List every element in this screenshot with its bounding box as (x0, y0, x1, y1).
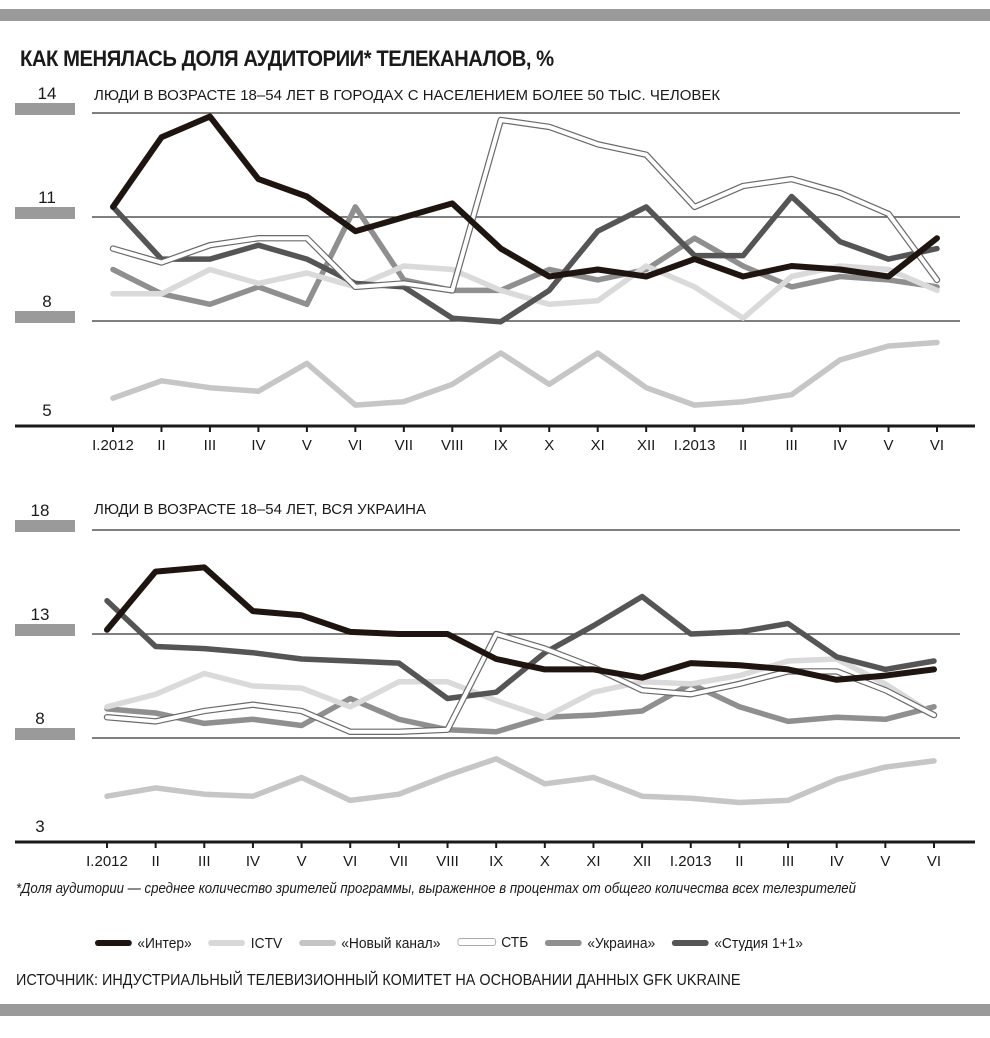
chart-1-series-line-4 (111, 118, 939, 293)
legend-label-ictv: ICTV (250, 934, 283, 952)
chart-1-x-tick-label: V (302, 437, 312, 454)
chart-1-x-tick-label: XI (591, 437, 605, 454)
chart-2-y-tick-label: 8 (35, 709, 44, 728)
chart-2-x-tick-label: VIII (436, 853, 459, 870)
legend-swatch-stb (457, 938, 496, 946)
legend-item-inter: «Интер» (95, 935, 192, 952)
chart-1-series-line-5 (110, 113, 940, 280)
chart-1-x-tick-label: II (739, 437, 747, 454)
chart-1-y-tick-label: 8 (42, 292, 51, 311)
legend-item-novyi-kanal: «Новый канал» (298, 934, 441, 952)
chart-1-x-tick-label: X (544, 437, 554, 454)
chart-1-x-tick-label: VI (930, 437, 944, 454)
legend-label-stb: СТБ (501, 933, 529, 951)
source-note: ИСТОЧНИК: ИНДУСТРИАЛЬНЫЙ ТЕЛЕВИЗИОННЫЙ К… (16, 972, 741, 989)
chart-2-series-line-0 (104, 756, 937, 806)
chart-2-y-tick-label: 13 (31, 605, 50, 624)
chart-1-y-tick-label: 5 (42, 401, 51, 420)
chart-2-x-tick-label: XII (633, 853, 651, 870)
chart-1-x-tick-label: IV (833, 437, 847, 454)
legend-swatch-inter (95, 940, 132, 946)
chart-2-series-line-2 (104, 656, 937, 720)
chart-2-x-tick-label: I.2013 (670, 853, 712, 870)
legend-label-inter: «Интер» (137, 934, 192, 952)
chart-2-x-tick-label: IV (246, 853, 260, 870)
chart-1-x-tick-label: VII (395, 437, 413, 454)
chart-1-x-tick-label: III (204, 437, 217, 454)
legend-item-ictv: ICTV (208, 935, 282, 952)
chart-1-x-tick-label: II (157, 437, 165, 454)
chart-2-tick-badge-1 (15, 520, 75, 532)
chart-2-y-tick-label: 18 (31, 501, 50, 520)
chart-2-x-tick-label: X (540, 853, 550, 870)
footnote: *Доля аудитории — среднее количество зри… (16, 880, 857, 897)
chart-1-x-tick-label: VIII (441, 437, 464, 454)
chart-2-x-tick-label: XI (586, 853, 600, 870)
chart-1-y-tick-label: 11 (38, 188, 56, 207)
chart-1-x-tick-label: XII (637, 437, 655, 454)
chart-2-x-tick-label: IV (830, 853, 844, 870)
chart-1-series-line-1 (110, 204, 940, 308)
legend: «Интер» ICTV «Новый канал» СТБ «Украина»… (95, 933, 816, 953)
chart-1-x-tick-label: I.2012 (92, 437, 134, 454)
chart-2-x-tick-label: II (735, 853, 743, 870)
legend-label-ukraina: «Украина» (587, 934, 656, 952)
chart-2-series-line-3 (104, 593, 937, 702)
legend-label-novyi-kanal: «Новый канал» (341, 934, 441, 952)
page-title: КАК МЕНЯЛАСЬ ДОЛЯ АУДИТОРИИ* ТЕЛЕКАНАЛОВ… (20, 46, 554, 71)
chart-2-x-tick-label: V (297, 853, 307, 870)
chart-1-series-line-3 (110, 193, 940, 325)
chart-1-x-tick-label: IX (494, 437, 508, 454)
chart-2-x-tick-label: VII (390, 853, 408, 870)
chart-2-x-tick-label: VI (927, 853, 941, 870)
chart-2-x-tick-label: III (782, 853, 795, 870)
chart-2-tick-badge-2 (15, 624, 75, 636)
legend-swatch-ukraina (544, 940, 582, 946)
chart-1-series-line-2 (110, 263, 940, 321)
chart-1-y-tick-label: 14 (38, 84, 57, 103)
chart-1-x-tick-label: V (884, 437, 894, 454)
chart-2-x-tick-label: V (880, 853, 890, 870)
legend-item-stb: СТБ (457, 934, 528, 951)
chart-1-subtitle: ЛЮДИ В ВОЗРАСТЕ 18–54 ЛЕТ В ГОРОДАХ С НА… (94, 87, 720, 104)
chart-1-tick-badge-3 (15, 311, 75, 323)
chart-1-x-tick-label: IV (251, 437, 265, 454)
chart-1-x-tick-label: I.2013 (674, 437, 716, 454)
chart-1-x-tick-label: III (785, 437, 798, 454)
chart-2-x-tick-label: I.2012 (86, 853, 128, 870)
chart-1-tick-badge-1 (15, 103, 75, 115)
legend-swatch-ictv (208, 940, 246, 946)
top-border-bar (0, 9, 990, 21)
legend-swatch-novyi-kanal (298, 940, 336, 946)
legend-label-studio-1plus1: «Студия 1+1» (714, 934, 803, 952)
chart-2-series-line-1 (104, 681, 937, 735)
legend-item-ukraina: «Украина» (544, 934, 656, 952)
legend-item-studio-1plus1: «Студия 1+1» (671, 934, 803, 952)
chart-1-tick-badge-2 (15, 207, 75, 219)
chart-2-x-tick-label: III (198, 853, 211, 870)
chart-2-y-tick-label: 3 (35, 817, 44, 836)
chart-2-subtitle: ЛЮДИ В ВОЗРАСТЕ 18–54 ЛЕТ, ВСЯ УКРАИНА (94, 501, 426, 518)
chart-2-x-tick-label: IX (489, 853, 503, 870)
chart-1-series-line-0 (110, 339, 940, 408)
chart-2-x-tick-label: VI (343, 853, 357, 870)
legend-swatch-studio-1plus1 (671, 940, 709, 946)
chart-2-tick-badge-3 (15, 728, 75, 740)
chart-2-series-line-5 (104, 564, 937, 683)
bottom-border-bar (0, 1004, 990, 1016)
chart-1-x-tick-label: VI (348, 437, 362, 454)
chart-2-x-tick-label: II (151, 853, 159, 870)
